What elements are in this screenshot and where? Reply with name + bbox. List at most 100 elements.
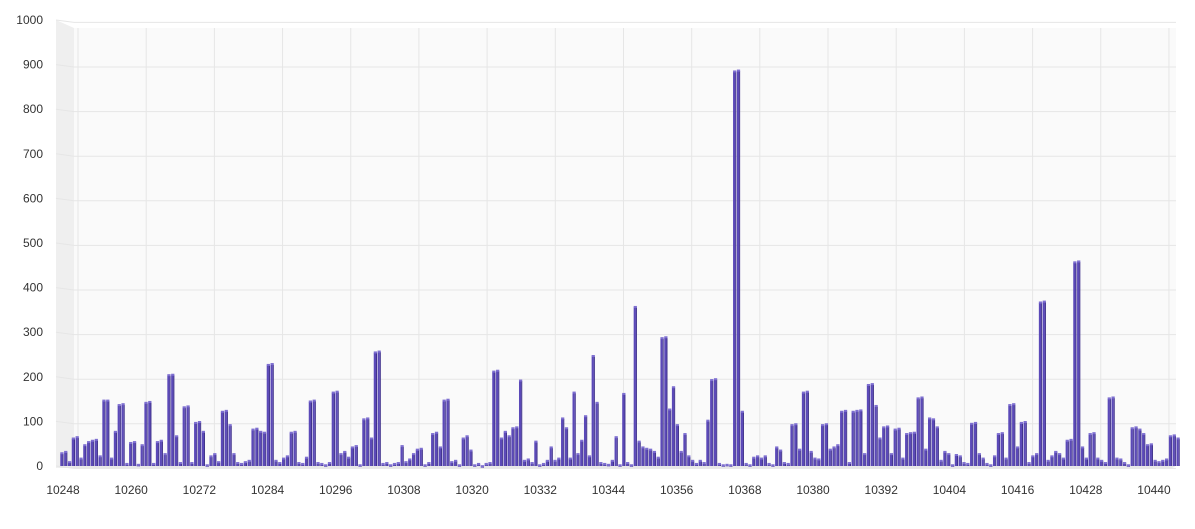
- bar: [396, 462, 400, 466]
- bar-front: [1054, 452, 1057, 466]
- bar-side: [758, 456, 760, 466]
- bar-side: [1174, 435, 1176, 466]
- bar-side: [1121, 459, 1123, 466]
- bar: [1142, 433, 1146, 466]
- bar-front: [83, 445, 86, 466]
- bar: [488, 462, 492, 466]
- bar: [182, 406, 186, 466]
- bar-side: [999, 434, 1001, 466]
- bar-top: [339, 453, 343, 456]
- bar-side: [169, 375, 171, 466]
- bar-side: [903, 459, 905, 466]
- bar-top: [626, 462, 630, 465]
- bar-top: [824, 423, 829, 426]
- bar-side: [456, 461, 458, 466]
- bar-top: [129, 441, 133, 444]
- bar-side: [708, 421, 710, 466]
- bar-front: [1088, 434, 1091, 466]
- bar-top: [996, 433, 1001, 436]
- bar-front: [213, 454, 216, 466]
- bar-top: [144, 401, 148, 404]
- bar-side: [830, 450, 832, 466]
- bar: [1012, 403, 1016, 466]
- bar: [331, 391, 335, 466]
- bar-side: [949, 454, 951, 466]
- bar-top: [515, 426, 519, 429]
- bar-top: [201, 430, 205, 433]
- bar-side: [1029, 463, 1031, 466]
- bar-side: [720, 464, 722, 466]
- bar-front: [102, 401, 105, 466]
- bar-top: [186, 405, 190, 408]
- bar-front: [1107, 398, 1110, 466]
- bar-front: [1115, 459, 1118, 466]
- bar-front: [484, 464, 487, 466]
- bar: [67, 461, 72, 466]
- bar-front: [503, 432, 506, 466]
- bar-side: [563, 418, 565, 466]
- bar-side: [574, 393, 576, 466]
- bar: [473, 464, 477, 467]
- bar-top: [476, 462, 481, 465]
- bar-top: [492, 370, 496, 373]
- bar: [1038, 301, 1043, 466]
- bar-top: [60, 452, 64, 455]
- bar-top: [782, 462, 786, 465]
- bar-top: [694, 462, 699, 465]
- bar: [289, 431, 293, 466]
- bar-front: [717, 464, 721, 466]
- x-tick-label: 10332: [524, 483, 558, 497]
- bar: [438, 446, 442, 466]
- bar: [1046, 459, 1050, 466]
- bar: [790, 424, 794, 466]
- bar: [132, 441, 137, 466]
- bar-side: [1098, 459, 1100, 466]
- bar: [140, 444, 144, 466]
- bar-front: [67, 462, 71, 466]
- bar-top: [752, 456, 756, 459]
- bar-front: [530, 463, 533, 466]
- bar: [763, 455, 767, 466]
- bar-front: [943, 452, 946, 466]
- bar: [1050, 455, 1054, 466]
- bar-front: [515, 427, 518, 466]
- bar-front: [641, 447, 644, 466]
- bar-top: [182, 406, 186, 409]
- bar-top: [905, 433, 909, 436]
- bar: [454, 459, 458, 466]
- bar: [702, 462, 706, 466]
- bar-front: [518, 381, 522, 466]
- bar-front: [194, 423, 197, 466]
- bar-top: [648, 448, 653, 451]
- bar: [1031, 455, 1035, 466]
- bar-side: [322, 464, 324, 466]
- bar-side: [108, 401, 110, 466]
- bar: [1057, 453, 1062, 466]
- bar-side: [586, 416, 588, 466]
- bar: [1107, 397, 1111, 466]
- bar-front: [381, 464, 384, 466]
- bar-front: [148, 402, 151, 466]
- bar-front: [694, 464, 698, 466]
- bar-top: [534, 440, 538, 443]
- bar-side: [838, 445, 840, 466]
- bar: [408, 458, 412, 466]
- bar-side: [372, 439, 374, 466]
- y-gridline-side: [55, 420, 75, 425]
- y-tick-label: 600: [23, 191, 43, 205]
- bar-side: [995, 456, 997, 466]
- bar: [885, 425, 890, 466]
- bar-top: [274, 459, 278, 462]
- bar: [1084, 457, 1088, 466]
- bar-front: [373, 352, 377, 466]
- bar-side: [937, 427, 939, 466]
- bar-front: [427, 463, 430, 466]
- bar: [652, 450, 657, 466]
- bar-side: [899, 429, 901, 466]
- bar-top: [671, 386, 676, 389]
- bar-side: [276, 461, 278, 466]
- bar-top: [1077, 260, 1081, 263]
- bar: [217, 461, 221, 466]
- bar-front: [182, 407, 185, 466]
- bar-front: [878, 439, 881, 466]
